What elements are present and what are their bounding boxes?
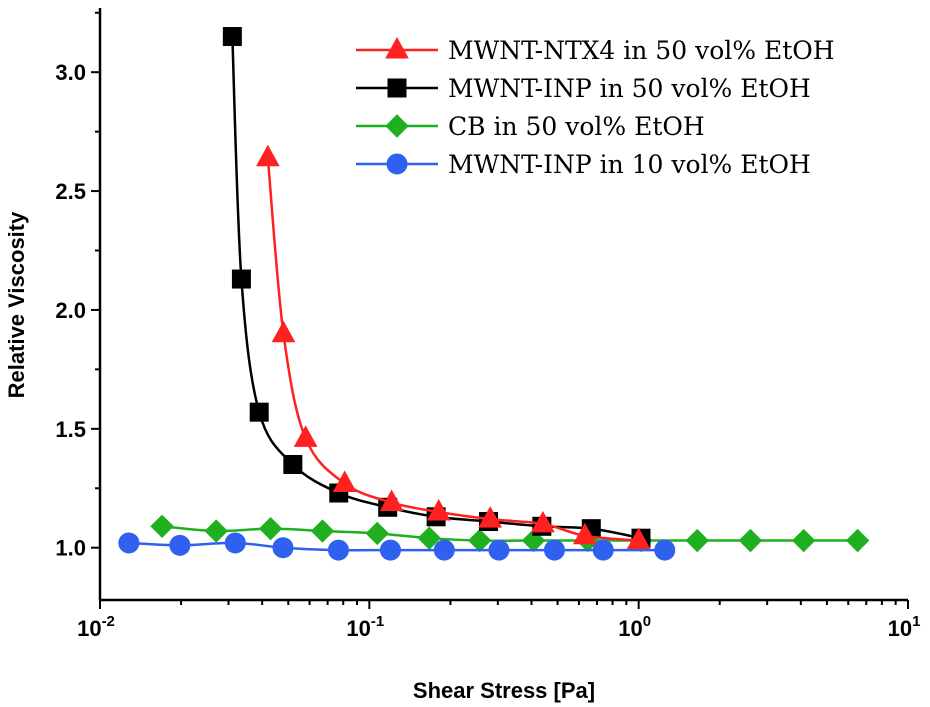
x-tick-label-base: 10 [888, 616, 912, 641]
data-point [468, 528, 492, 553]
y-axis-title: Relative Viscosity [4, 211, 29, 398]
data-point [118, 532, 140, 554]
axes [98, 8, 908, 602]
data-point [426, 498, 451, 521]
data-point [379, 489, 404, 512]
data-point [379, 539, 401, 561]
legend: MWNT-NTX4 in 50 vol% EtOH MWNT-INP in 50 … [356, 36, 835, 179]
data-point [271, 320, 296, 343]
y-tick-label: 1.0 [55, 536, 86, 561]
legend-label: CB in 50 vol% EtOH [448, 112, 705, 141]
x-tick-label: 100 [618, 613, 651, 641]
data-point [310, 519, 335, 543]
series-group [256, 144, 651, 550]
legend-entry: MWNT-NTX4 in 50 vol% EtOH [356, 36, 835, 65]
data-point [845, 528, 870, 553]
data-point [249, 402, 269, 422]
data-point [327, 539, 349, 561]
data-point [488, 539, 510, 561]
y-tick-label: 2.5 [55, 179, 86, 204]
x-tick-label-base: 10 [77, 616, 101, 641]
data-point [283, 454, 303, 474]
x-tick-label-base: 10 [346, 616, 370, 641]
x-tick-label-base: 10 [618, 616, 642, 641]
y-tick-label: 2.0 [55, 298, 86, 323]
x-tick-label-exponent: -2 [102, 613, 115, 630]
data-point [258, 516, 283, 541]
data-point [433, 539, 455, 561]
data-point [231, 269, 251, 289]
series-layer [118, 27, 870, 561]
x-tick-label: 10-2 [77, 613, 115, 641]
data-point [224, 532, 246, 554]
x-tick-label: 10-1 [346, 613, 384, 641]
data-point [150, 514, 174, 539]
data-point [332, 470, 357, 493]
legend-label: MWNT-INP in 50 vol% EtOH [448, 74, 811, 103]
data-point [256, 144, 280, 167]
data-point [222, 27, 242, 47]
series-group [150, 514, 870, 553]
legend-marker [385, 114, 409, 138]
x-tick-label-exponent: -1 [371, 613, 384, 630]
x-tick-label: 101 [888, 613, 921, 641]
series-group [118, 532, 676, 561]
data-point [572, 522, 597, 545]
series-line [266, 157, 639, 542]
legend-label: MWNT-INP in 10 vol% EtOH [448, 150, 811, 179]
data-point [738, 528, 763, 553]
data-point [626, 527, 651, 550]
data-point [478, 506, 503, 528]
data-point [204, 519, 228, 543]
x-axis-title: Shear Stress [Pa] [413, 678, 595, 703]
data-point [592, 539, 614, 561]
legend-marker [386, 153, 408, 175]
legend-entry: MWNT-INP in 50 vol% EtOH [356, 74, 811, 103]
legend-entry: MWNT-INP in 10 vol% EtOH [356, 150, 811, 179]
legend-marker [385, 36, 409, 59]
x-tick-label-exponent: 0 [643, 613, 651, 630]
data-point [531, 510, 555, 533]
data-point [685, 528, 709, 553]
legend-label: MWNT-NTX4 in 50 vol% EtOH [448, 36, 835, 65]
data-point [169, 534, 191, 556]
data-point [543, 539, 565, 561]
legend-marker [387, 78, 407, 98]
x-tick-label-exponent: 1 [912, 613, 920, 630]
y-tick-label: 1.5 [55, 417, 86, 442]
data-point [792, 528, 816, 553]
y-tick-label: 3.0 [55, 60, 86, 85]
data-point [365, 521, 389, 546]
data-point [293, 425, 318, 447]
series-group [222, 27, 651, 548]
legend-entry: CB in 50 vol% EtOH [356, 112, 705, 141]
ticks [91, 11, 909, 609]
data-point [654, 539, 676, 561]
data-point [272, 537, 294, 559]
